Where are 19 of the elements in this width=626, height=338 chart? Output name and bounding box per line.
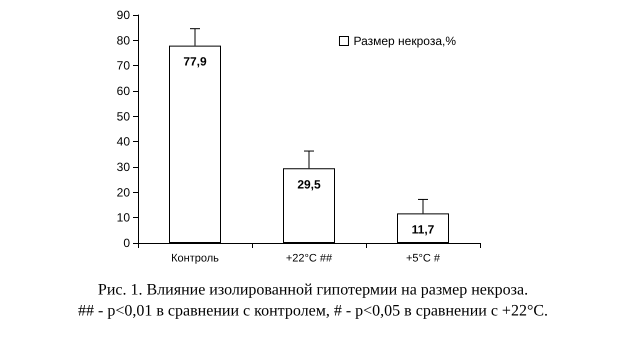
x-tick-label: +5°С # <box>406 252 441 264</box>
y-tick-label: 20 <box>116 185 130 200</box>
y-tick-label: 10 <box>116 210 130 225</box>
data-label: 77,9 <box>183 54 207 69</box>
y-tick-label: 30 <box>116 160 130 174</box>
text: Рис. 1. Влияние изолированной гипотермии на размер некроза. <box>98 282 528 298</box>
y-tick-label: 40 <box>116 134 130 149</box>
legend-label: Размер некроза,% <box>353 34 456 48</box>
y-tick-label: 70 <box>116 58 130 73</box>
x-tick-label: +22°С ## <box>286 252 334 264</box>
y-tick-label: 80 <box>116 33 130 48</box>
x-tick-label: Контроль <box>171 252 220 264</box>
text: ## - p<0,01 в сравнении с контролем, # - p<0,05 в сравнении с +22°С. <box>78 302 548 320</box>
y-tick-label: 0 <box>123 236 130 250</box>
y-tick-label: 60 <box>116 84 130 98</box>
data-label: 29,5 <box>297 177 321 192</box>
data-label: 11,7 <box>412 222 435 236</box>
y-tick-label: 90 <box>116 8 130 22</box>
y-tick-label: 50 <box>116 109 130 124</box>
